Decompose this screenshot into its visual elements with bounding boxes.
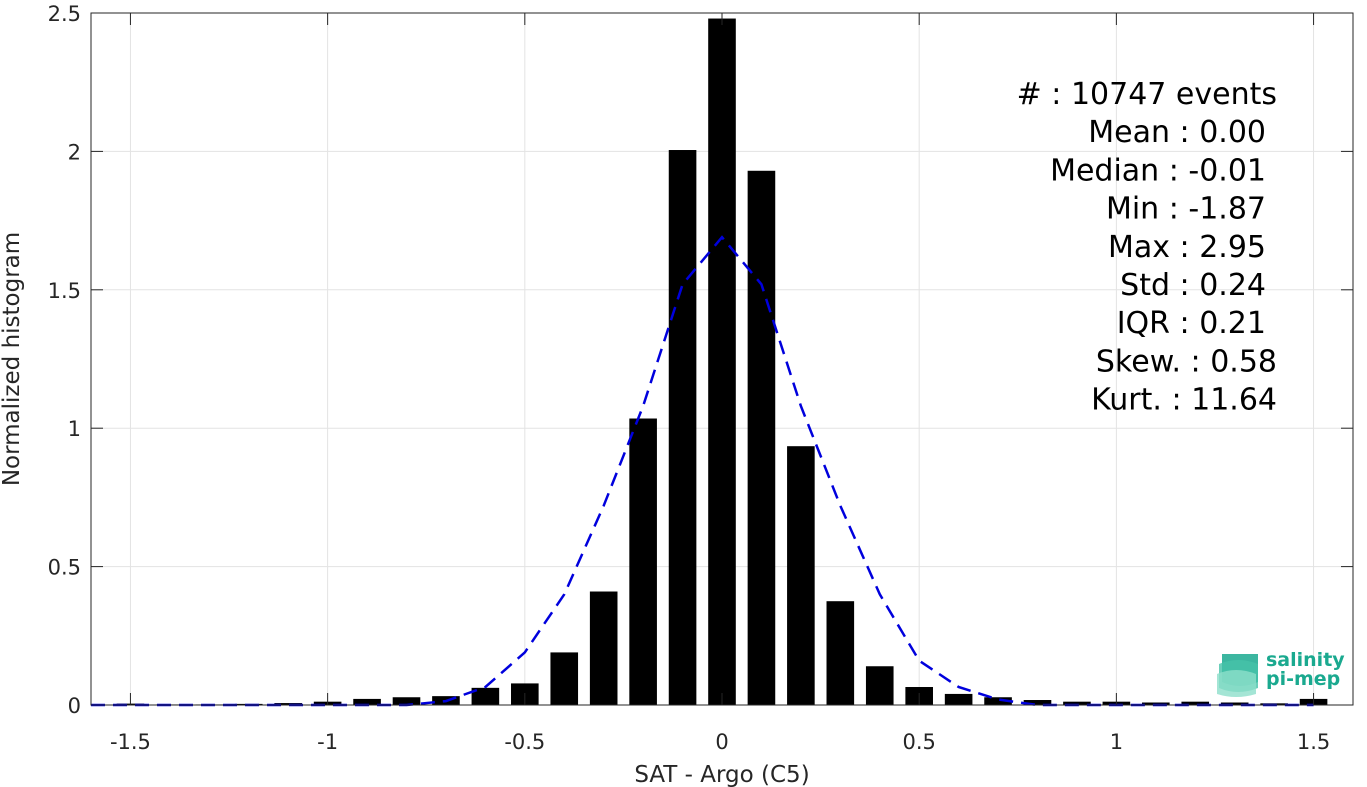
stat-line: Skew. : 0.58 xyxy=(1096,344,1277,379)
histogram-bar xyxy=(826,601,855,705)
histogram-bar xyxy=(550,652,579,705)
x-tick-label: 1 xyxy=(1110,730,1123,754)
histogram-bar xyxy=(353,698,381,705)
histogram-bar xyxy=(471,687,500,705)
salinity-pi-mep-logo: salinity pi-mep xyxy=(1217,649,1345,697)
x-tick-label: 1.5 xyxy=(1297,730,1330,754)
x-tick-label: 0.5 xyxy=(902,730,935,754)
histogram-bar xyxy=(1023,700,1052,705)
histogram-bar xyxy=(589,591,618,705)
stat-line: Max : 2.95 xyxy=(1108,230,1266,265)
stat-line: # : 10747 events xyxy=(1017,77,1277,112)
stat-line: Min : -1.87 xyxy=(1106,192,1266,227)
x-axis-label: SAT - Argo (C5) xyxy=(634,762,809,787)
stat-line: Median : -0.01 xyxy=(1050,153,1266,188)
x-tick-label: -1 xyxy=(317,730,338,754)
histogram-bar xyxy=(629,418,657,705)
wave-logo-icon xyxy=(1217,654,1258,697)
x-tick-label: 0 xyxy=(715,730,728,754)
histogram-bar xyxy=(1181,701,1210,705)
y-tick-label: 1 xyxy=(68,417,81,441)
y-tick-label: 2 xyxy=(68,140,81,164)
histogram-bar xyxy=(1063,701,1091,705)
histogram-bar xyxy=(1220,702,1249,705)
histogram-bars xyxy=(116,18,1328,706)
x-tick-label: -0.5 xyxy=(504,730,545,754)
histogram-bar xyxy=(747,170,776,705)
y-axis-label: Normalized histogram xyxy=(0,232,25,486)
histogram-bar xyxy=(668,150,697,706)
x-tick-labels: -1.5 -1 -0.5 0 0.5 1 1.5 xyxy=(110,730,1330,754)
stat-line: Kurt. : 11.64 xyxy=(1091,383,1277,418)
y-tick-label: 0.5 xyxy=(48,556,81,580)
y-tick-labels: 0 0.5 1 1.5 2 2.5 xyxy=(48,2,81,718)
histogram-bar xyxy=(392,697,421,705)
x-tick-label: -1.5 xyxy=(110,730,151,754)
logo-line-1: salinity xyxy=(1266,649,1345,671)
stat-line: Mean : 0.00 xyxy=(1088,115,1266,150)
histogram-bar xyxy=(787,446,815,705)
y-tick-label: 0 xyxy=(68,694,81,718)
logo-line-2: pi-mep xyxy=(1266,668,1340,690)
histogram-bar xyxy=(984,697,1012,705)
histogram-bar xyxy=(944,693,973,705)
histogram-bar xyxy=(865,666,894,705)
histogram-bar xyxy=(274,703,302,705)
histogram-bar xyxy=(708,18,736,705)
axis-ticks xyxy=(91,12,1353,706)
y-tick-label: 2.5 xyxy=(48,2,81,26)
y-tick-label: 1.5 xyxy=(48,279,81,303)
stat-line: Std : 0.24 xyxy=(1120,268,1266,303)
stat-line: IQR : 0.21 xyxy=(1117,306,1266,341)
